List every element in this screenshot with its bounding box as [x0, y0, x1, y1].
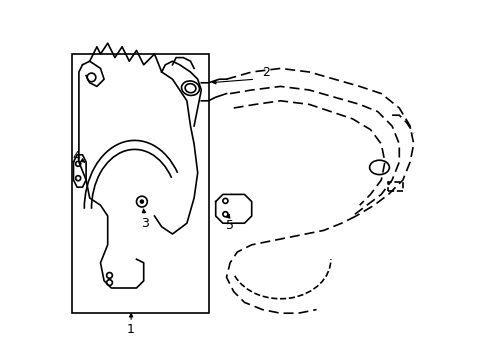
Text: 1: 1	[127, 323, 135, 336]
Circle shape	[140, 200, 143, 203]
Bar	[72, 54, 208, 313]
Text: 4: 4	[72, 150, 80, 163]
Text: 3: 3	[141, 217, 149, 230]
Text: 2: 2	[262, 66, 269, 78]
Text: 5: 5	[225, 219, 234, 231]
